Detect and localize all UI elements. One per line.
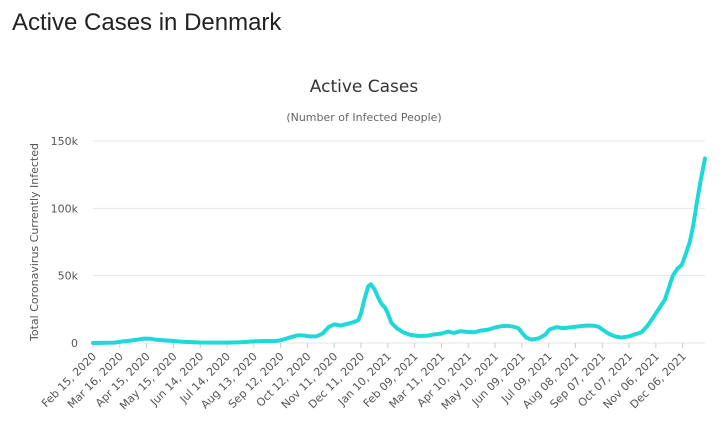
y-axis-ticks: 0 50k 100k 150k: [51, 135, 79, 350]
y-tick-label: 0: [71, 337, 78, 350]
series-line-active-cases: [91, 156, 707, 345]
page-title: Active Cases in Denmark: [12, 9, 282, 36]
chart-subtitle: (Number of Infected People): [286, 111, 441, 124]
y-tick-label: 150k: [51, 135, 79, 148]
grid-layer: [93, 140, 705, 344]
y-tick-label: 50k: [58, 270, 79, 283]
y-tick-label: 100k: [51, 202, 79, 215]
chart-title: Active Cases: [310, 77, 419, 97]
y-axis-label: Total Coronavirus Currently Infected: [28, 143, 41, 342]
